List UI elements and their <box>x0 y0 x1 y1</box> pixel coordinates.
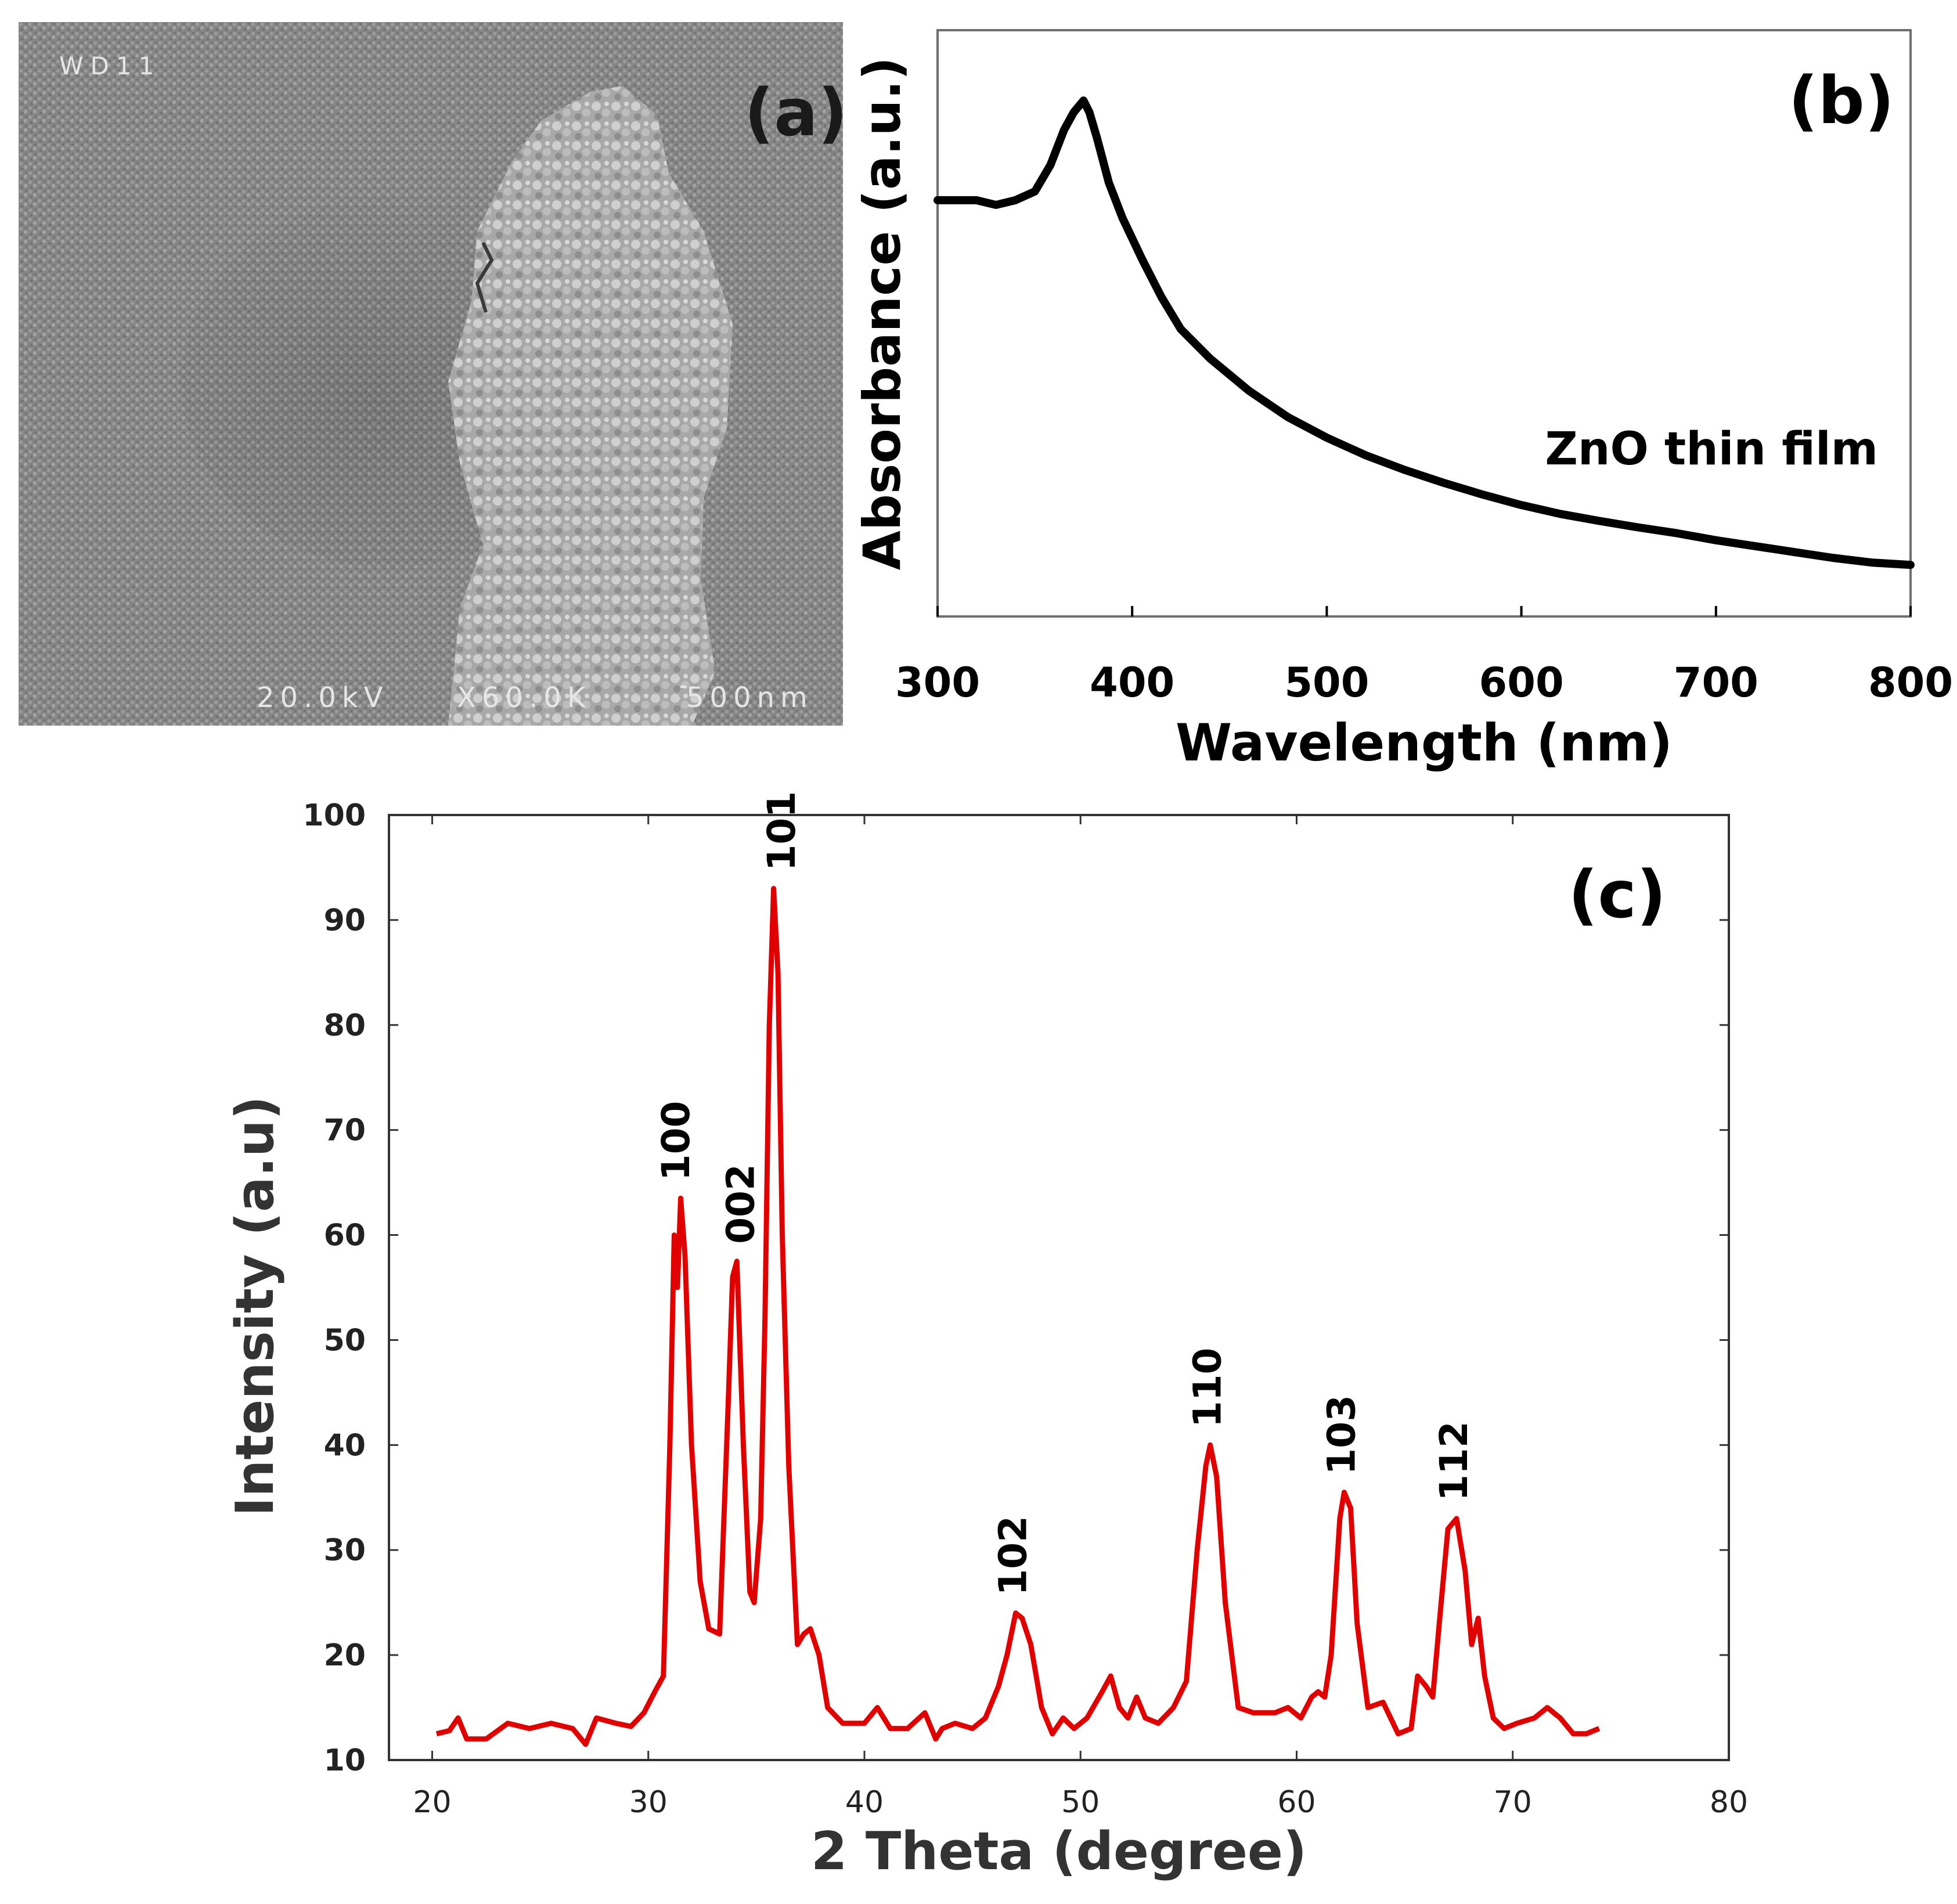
absorbance-x-tick-label: 400 <box>1090 659 1174 706</box>
xrd-x-tick-label: 60 <box>1277 1785 1316 1820</box>
xrd-y-tick-label: 50 <box>324 1323 366 1358</box>
xrd-y-tick-label: 70 <box>324 1113 366 1148</box>
xrd-y-tick-label: 10 <box>324 1743 366 1778</box>
xrd-peak-label: 100 <box>654 1101 698 1181</box>
absorbance-plot-frame <box>936 29 1912 618</box>
xrd-y-tick-label: 20 <box>324 1638 366 1673</box>
xrd-y-axis-label: Intensity (a.u) <box>225 1096 286 1516</box>
sem-crack <box>475 241 494 313</box>
sem-particle-aggregate <box>448 86 733 726</box>
xrd-peak-label: 110 <box>1185 1348 1230 1428</box>
xrd-y-tick-label: 40 <box>324 1428 366 1463</box>
absorbance-y-axis-label: Absorbance (a.u.) <box>852 57 912 570</box>
absorbance-x-tick-label: 800 <box>1868 659 1953 706</box>
xrd-peak-label: 101 <box>759 791 804 871</box>
sem-micrograph: WD11 20.0kV X60.0K 500nm (a) <box>19 22 843 726</box>
sem-scale: 500nm <box>686 681 813 714</box>
xrd-axis-ticks: 20 30 40 50 60 70 80 10 20 30 40 50 60 70 80 90 100 <box>302 798 1748 1820</box>
absorbance-x-tick-label: 500 <box>1284 659 1369 706</box>
xrd-x-tick-label: 50 <box>1061 1785 1100 1820</box>
absorbance-annotation: ZnO thin film <box>1545 423 1878 475</box>
xrd-y-tick-label: 100 <box>302 798 366 833</box>
xrd-peak-label: 112 <box>1432 1421 1476 1501</box>
sem-voltage: 20.0kV <box>257 681 389 714</box>
absorbance-series-line <box>934 96 1915 569</box>
xrd-y-tick-label: 80 <box>324 1008 366 1043</box>
sem-corner-label: WD11 <box>59 52 161 80</box>
panel-label-c: (c) <box>1568 857 1666 933</box>
xrd-x-tick-label: 30 <box>629 1785 668 1820</box>
xrd-peak-label: 102 <box>991 1516 1036 1596</box>
xrd-chart: 20 30 40 50 60 70 80 10 20 30 40 50 60 70 80 90 100 100 0… <box>225 791 1748 1882</box>
xrd-x-tick-label: 20 <box>413 1785 451 1820</box>
xrd-peak-labels: 100 002 101 102 110 103 112 <box>654 791 1476 1596</box>
xrd-y-tick-label: 90 <box>324 903 366 938</box>
sem-micrograph-panel: WD11 20.0kV X60.0K 500nm (a) <box>19 22 843 726</box>
xrd-y-tick-label: 60 <box>324 1218 366 1253</box>
xrd-x-tick-label: 80 <box>1710 1785 1748 1820</box>
xrd-peak-label: 002 <box>719 1164 763 1244</box>
xrd-series-line <box>435 886 1601 1747</box>
sem-magnification: X60.0K <box>457 681 591 714</box>
absorbance-x-ticks: 300 400 500 600 700 800 <box>895 606 1953 706</box>
xrd-peak-label: 103 <box>1319 1395 1364 1475</box>
xrd-x-tick-label: 40 <box>845 1785 884 1820</box>
xrd-x-tick-label: 70 <box>1494 1785 1532 1820</box>
panel-label-b: (b) <box>1788 63 1894 139</box>
absorbance-chart: 300 400 500 600 700 800 Wavelength (nm) Absor… <box>852 29 1953 773</box>
absorbance-x-tick-label: 700 <box>1674 659 1758 706</box>
xrd-plot-frame <box>388 814 1730 1761</box>
xrd-y-tick-label: 30 <box>324 1533 366 1568</box>
absorbance-x-axis-label: Wavelength (nm) <box>1176 713 1673 773</box>
panel-label-a: (a) <box>744 75 843 151</box>
absorbance-x-tick-label: 600 <box>1479 659 1564 706</box>
xrd-x-axis-label: 2 Theta (degree) <box>811 1821 1307 1882</box>
absorbance-x-tick-label: 300 <box>895 659 980 706</box>
